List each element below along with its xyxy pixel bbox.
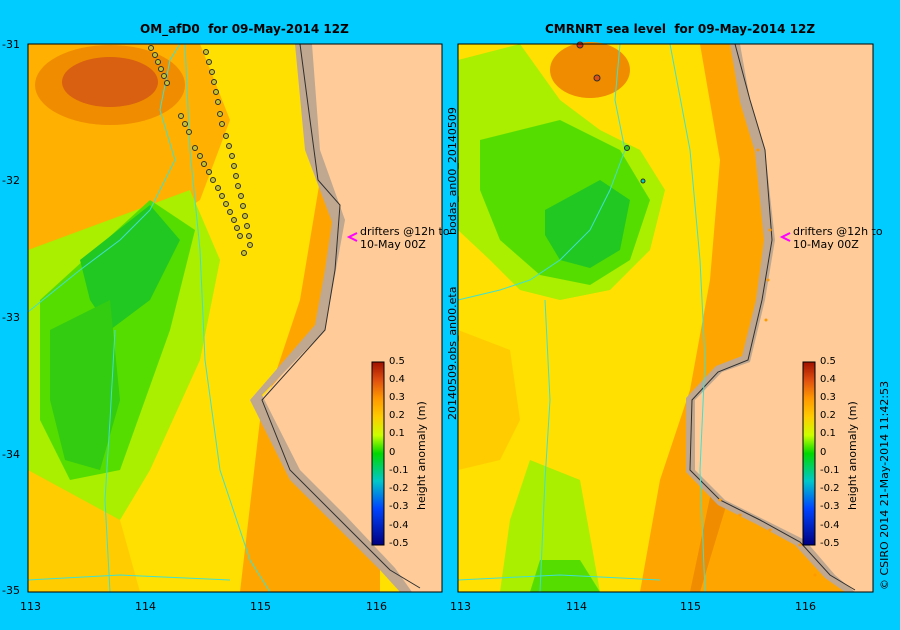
left-map-title: OM_afD0 for 09-May-2014 12Z — [140, 22, 349, 36]
lon-tick: 113 — [450, 600, 471, 613]
lat-tick: -32 — [2, 174, 20, 187]
lat-tick: -33 — [2, 311, 20, 324]
lat-tick: -34 — [2, 448, 20, 461]
cb-tick: 0.4 — [820, 374, 836, 385]
cb-tick: 0.5 — [820, 356, 836, 367]
cb-tick: 0.4 — [389, 374, 405, 385]
cb-tick: 0 — [389, 447, 396, 458]
lat-tick: -31 — [2, 38, 20, 51]
cb-tick: -0.5 — [389, 538, 409, 549]
lon-tick: 114 — [135, 600, 156, 613]
credit-text: © CSIRO 2014 21-May-2014 11:42:53 — [878, 380, 891, 590]
right-map-title: CMRNRT sea level for 09-May-2014 12Z — [545, 22, 816, 36]
cb-tick: 0.1 — [389, 428, 405, 439]
drifter-note-left: drifters @12h to 10-May 00Z — [360, 225, 450, 251]
left-map-panel — [27, 43, 443, 593]
lon-tick: 116 — [795, 600, 816, 613]
drifter-note-right: drifters @12h to 10-May 00Z — [793, 225, 883, 251]
cb-tick: 0.2 — [389, 410, 405, 421]
cb-tick: -0.1 — [820, 465, 840, 476]
cb-tick: 0.3 — [389, 392, 405, 403]
cb-tick: -0.2 — [820, 483, 840, 494]
obs-side-label: 20140509.obs_an00.eta — [446, 286, 459, 420]
lon-tick: 116 — [366, 600, 387, 613]
lon-tick: 115 — [680, 600, 701, 613]
colorbar-label: height anomaly (m) — [415, 401, 428, 510]
cb-tick: -0.4 — [389, 520, 409, 531]
cb-tick: -0.4 — [820, 520, 840, 531]
cb-tick: 0.2 — [820, 410, 836, 421]
lon-tick: 115 — [250, 600, 271, 613]
lat-tick: -35 — [2, 584, 20, 597]
cb-tick: -0.2 — [389, 483, 409, 494]
cb-tick: -0.3 — [389, 501, 409, 512]
obs-side-label-2: bodas_an00_20140509 — [446, 107, 459, 235]
cb-tick: 0.1 — [820, 428, 836, 439]
cb-tick: 0.3 — [820, 392, 836, 403]
colorbar-label: height anomaly (m) — [846, 401, 859, 510]
cb-tick: -0.3 — [820, 501, 840, 512]
cb-tick: -0.1 — [389, 465, 409, 476]
cb-tick: -0.5 — [820, 538, 840, 549]
right-map-panel — [457, 41, 874, 593]
lon-tick: 114 — [566, 600, 587, 613]
cb-tick: 0 — [820, 447, 827, 458]
cb-tick: 0.5 — [389, 356, 405, 367]
lon-tick: 113 — [20, 600, 41, 613]
